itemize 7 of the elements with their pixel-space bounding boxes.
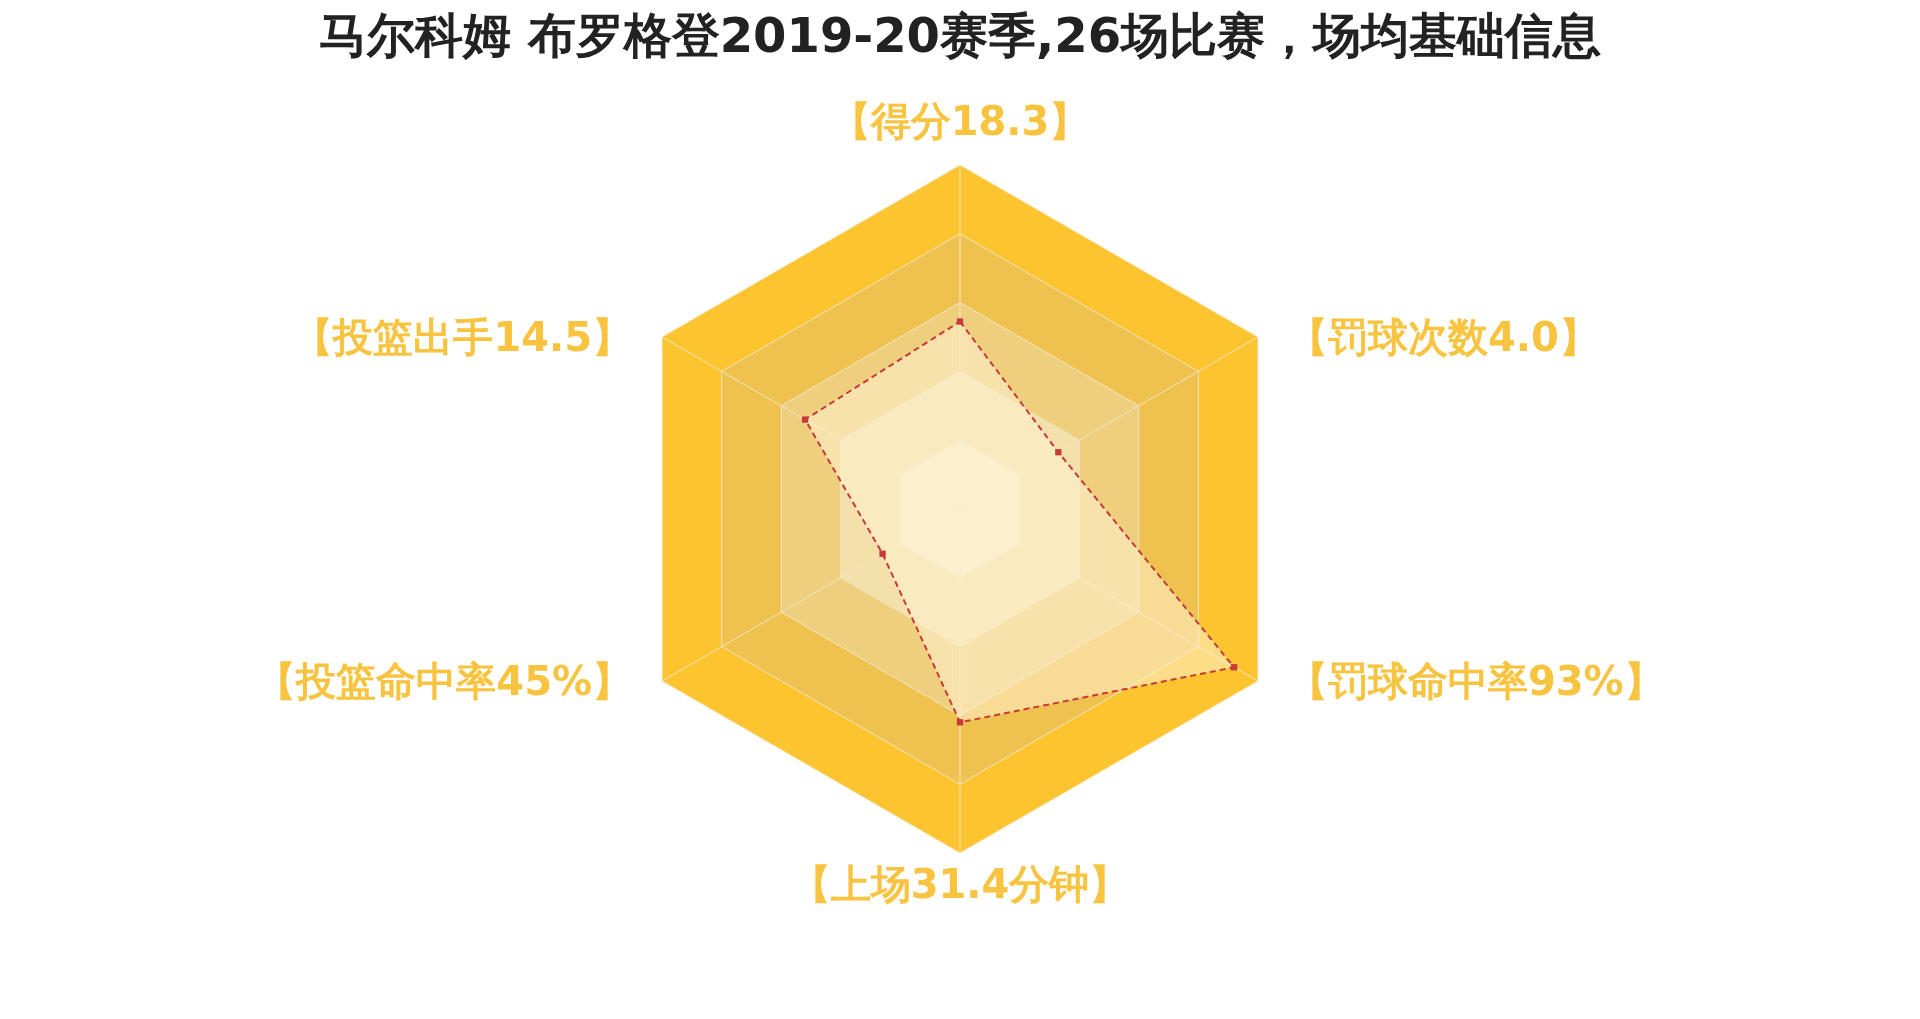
spoke-label: 【投篮命中率45%】 <box>256 658 633 704</box>
spoke-label: 【罚球次数4.0】 <box>1287 314 1599 360</box>
spoke-label: 【罚球命中率93%】 <box>1287 658 1664 704</box>
spoke-label: 【得分18.3】 <box>830 98 1090 144</box>
spoke-label: 【投篮出手14.5】 <box>293 314 633 360</box>
chart-title: 马尔科姆 布罗格登2019-20赛季,26场比赛，场均基础信息 <box>318 7 1602 63</box>
spoke-label: 【上场31.4分钟】 <box>790 861 1130 907</box>
